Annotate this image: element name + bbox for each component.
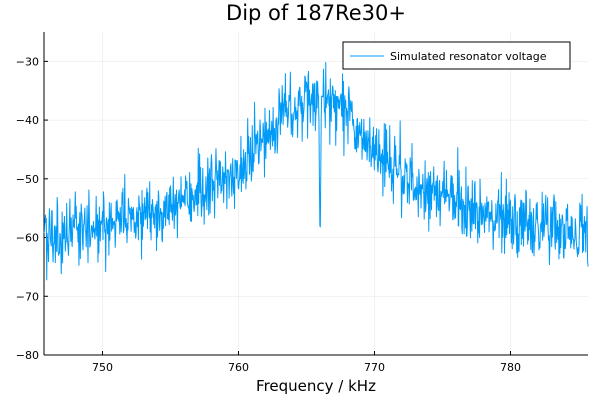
x-axis-title: Frequency / kHz — [256, 377, 376, 395]
x-tick-label: 750 — [92, 361, 113, 374]
x-ticks: 750 760 770 780 — [92, 351, 521, 374]
axes — [43, 32, 588, 356]
y-tick-label: −30 — [16, 55, 39, 68]
y-tick-label: −60 — [16, 232, 39, 245]
y-ticks: −80 −70 −60 −50 −40 −30 — [16, 55, 48, 362]
y-tick-label: −50 — [16, 173, 39, 186]
y-tick-label: −80 — [16, 349, 39, 362]
legend-label: Simulated resonator voltage — [390, 50, 547, 63]
x-tick-label: 770 — [364, 361, 385, 374]
chart-title: Dip of 187Re30+ — [226, 1, 406, 25]
y-tick-label: −40 — [16, 114, 39, 127]
x-tick-label: 780 — [500, 361, 521, 374]
series-line-simulated-resonator-voltage — [43, 62, 589, 281]
y-tick-label: −70 — [16, 290, 39, 303]
x-tick-label: 760 — [228, 361, 249, 374]
legend: Simulated resonator voltage — [342, 41, 571, 70]
